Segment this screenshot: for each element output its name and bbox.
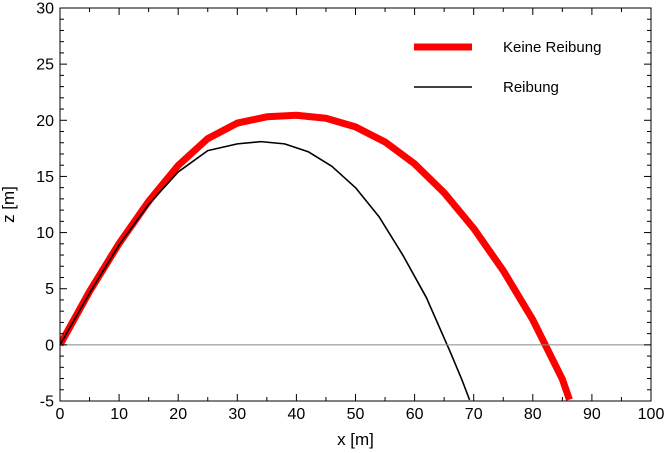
x-tick-label: 30 bbox=[228, 406, 246, 423]
x-tick-labels: 0 10 20 30 40 50 60 70 80 90 100 bbox=[56, 406, 665, 423]
x-tick-label: 100 bbox=[638, 406, 665, 423]
x-tick-label: 70 bbox=[465, 406, 483, 423]
x-tick-label: 80 bbox=[524, 406, 542, 423]
series-line-1 bbox=[60, 140, 471, 401]
legend-label-reibung: Reibung bbox=[503, 79, 559, 96]
axis-ticks bbox=[59, 7, 652, 402]
series-line-0 bbox=[60, 111, 573, 401]
y-tick-label: 20 bbox=[36, 113, 54, 130]
y-axis-label: z [m] bbox=[0, 186, 18, 223]
x-tick-label: 10 bbox=[110, 406, 128, 423]
x-tick-label: 40 bbox=[288, 406, 306, 423]
legend-label-keine-reibung: Keine Reibung bbox=[503, 39, 601, 56]
x-axis-label: x [m] bbox=[337, 430, 374, 449]
y-tick-label: 15 bbox=[36, 169, 54, 186]
y-tick-label: 25 bbox=[36, 57, 54, 74]
y-tick-label: 30 bbox=[36, 1, 54, 18]
y-tick-label: 5 bbox=[45, 281, 54, 298]
x-tick-label: 20 bbox=[169, 406, 187, 423]
y-tick-label: 0 bbox=[45, 337, 54, 354]
y-tick-labels: -5 0 5 10 15 20 25 30 bbox=[36, 1, 54, 411]
series-curves bbox=[60, 111, 573, 401]
x-tick-label: 60 bbox=[406, 406, 424, 423]
y-tick-label: 10 bbox=[36, 225, 54, 242]
y-tick-label: -5 bbox=[40, 394, 54, 411]
legend: Keine Reibung Reibung bbox=[414, 39, 601, 96]
x-tick-label: 0 bbox=[56, 406, 65, 423]
x-tick-label: 90 bbox=[583, 406, 601, 423]
x-tick-label: 50 bbox=[347, 406, 365, 423]
